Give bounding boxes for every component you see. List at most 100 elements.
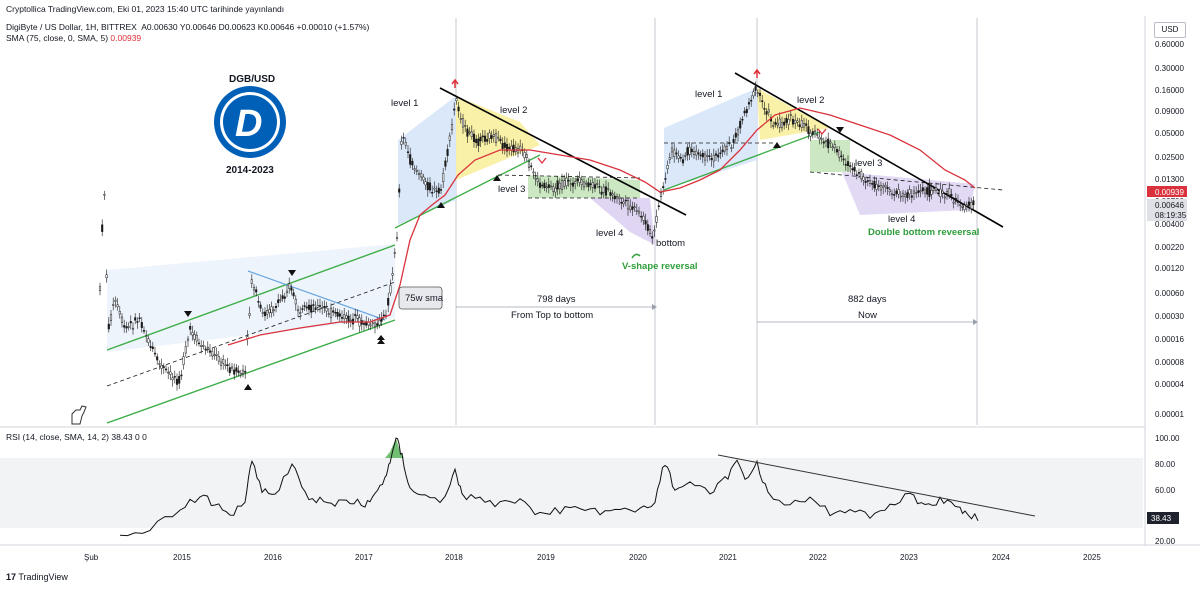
candle-body — [761, 100, 764, 102]
rsi-tick-label: 100.00 — [1155, 434, 1180, 443]
candle-body — [329, 307, 333, 319]
candle-body — [629, 205, 632, 211]
candle-body — [239, 373, 242, 376]
candle-body — [736, 129, 740, 136]
candle-body — [743, 110, 746, 114]
candle-body — [659, 192, 663, 197]
candle-body — [899, 195, 902, 198]
candle-body — [558, 182, 561, 190]
candle-body — [677, 155, 680, 159]
candle-body — [186, 338, 190, 341]
candle-body — [809, 132, 812, 137]
candle-body — [703, 153, 707, 161]
candle-body — [945, 191, 949, 194]
candle-body — [890, 193, 894, 196]
candle-body — [376, 323, 379, 326]
candle-body — [266, 310, 269, 315]
candle-body — [136, 321, 139, 323]
candle-body — [697, 152, 700, 155]
candle-body — [230, 366, 234, 369]
price-tick-label: 0.00060 — [1155, 289, 1184, 298]
time-tick-label: 2021 — [719, 553, 737, 562]
candle-body — [576, 178, 579, 182]
candle-body — [224, 364, 227, 367]
rsi-trendline — [717, 454, 1036, 517]
candle-body — [728, 142, 731, 144]
candle-body — [569, 183, 572, 185]
candle-body — [525, 154, 528, 158]
candle-body — [549, 185, 553, 188]
candle-body — [701, 152, 704, 158]
candle-body — [118, 310, 121, 315]
candle-body — [857, 172, 861, 174]
price-tick-label: 0.05000 — [1155, 129, 1184, 138]
candle-body — [281, 295, 284, 299]
tradingview-brand-label: TradingView — [18, 572, 68, 582]
candle-body — [596, 183, 599, 185]
candle-body — [547, 184, 550, 188]
candle-body — [741, 118, 744, 121]
candle-body — [972, 200, 975, 206]
candle-body — [127, 326, 130, 328]
candle-body — [189, 326, 192, 330]
candle-body — [970, 202, 973, 209]
candle-body — [668, 157, 671, 160]
resistance-line-1 — [439, 87, 687, 216]
candle-body — [296, 309, 300, 312]
candle-body — [908, 189, 911, 195]
candle-body — [222, 359, 225, 364]
candle-body — [855, 174, 858, 176]
channel-upper-line — [106, 244, 396, 351]
marker-up-4 — [437, 202, 445, 208]
level3-label-a: level 3 — [498, 184, 525, 195]
top-flag-2 — [753, 68, 761, 78]
logo-title: DGB/USD — [229, 74, 275, 85]
candle-body — [807, 126, 810, 134]
candle-body — [780, 122, 784, 129]
candle-body — [917, 190, 920, 193]
candle-body — [303, 305, 306, 307]
sma-legend: SMA (75, close, 0, SMA, 5) 0.00939 — [6, 33, 141, 43]
candle-body — [162, 366, 165, 368]
candle-body — [305, 306, 308, 309]
candle-body — [690, 148, 693, 153]
symbol-title: DigiByte / US Dollar, 1H, BITTREX — [6, 22, 137, 32]
candle-body — [541, 184, 544, 187]
candle-body — [492, 134, 495, 137]
triangle-line — [247, 270, 386, 321]
candle-body — [464, 124, 467, 127]
time-tick-label: Şub — [84, 553, 99, 562]
candle-body — [343, 314, 346, 320]
currency-button[interactable]: USD — [1154, 22, 1186, 38]
candle-body — [765, 111, 768, 115]
candle-body — [745, 109, 748, 114]
candle-body — [299, 312, 302, 314]
candle-body — [244, 371, 247, 373]
candle-body — [664, 178, 667, 180]
candle-body — [723, 145, 726, 152]
candle-body — [116, 304, 119, 307]
candle-body — [151, 346, 154, 349]
candle-body — [406, 151, 410, 153]
reversal-arrow — [631, 253, 641, 259]
marker-up-2 — [377, 335, 385, 340]
candle-body — [622, 201, 625, 205]
candle-body — [798, 124, 801, 128]
candle-body — [868, 180, 872, 184]
price-axis: 0.60000 0.30000 0.16000 0.09000 0.05000 0.025… — [1155, 40, 1184, 419]
time-tick-label: 2015 — [173, 553, 191, 562]
price-tick-label: 0.00030 — [1155, 312, 1184, 321]
candle-body — [125, 326, 128, 329]
candle-body — [499, 138, 502, 142]
candle-body — [532, 171, 535, 174]
candle-body — [325, 307, 328, 312]
candle-body — [620, 201, 623, 204]
candle-body — [257, 301, 260, 303]
candle-body — [640, 215, 643, 218]
candle-body — [941, 190, 944, 194]
candle-body — [439, 189, 443, 191]
candle-body — [402, 137, 405, 139]
measure-arrow-1 — [652, 304, 657, 310]
price-tag-bg — [1147, 199, 1187, 221]
